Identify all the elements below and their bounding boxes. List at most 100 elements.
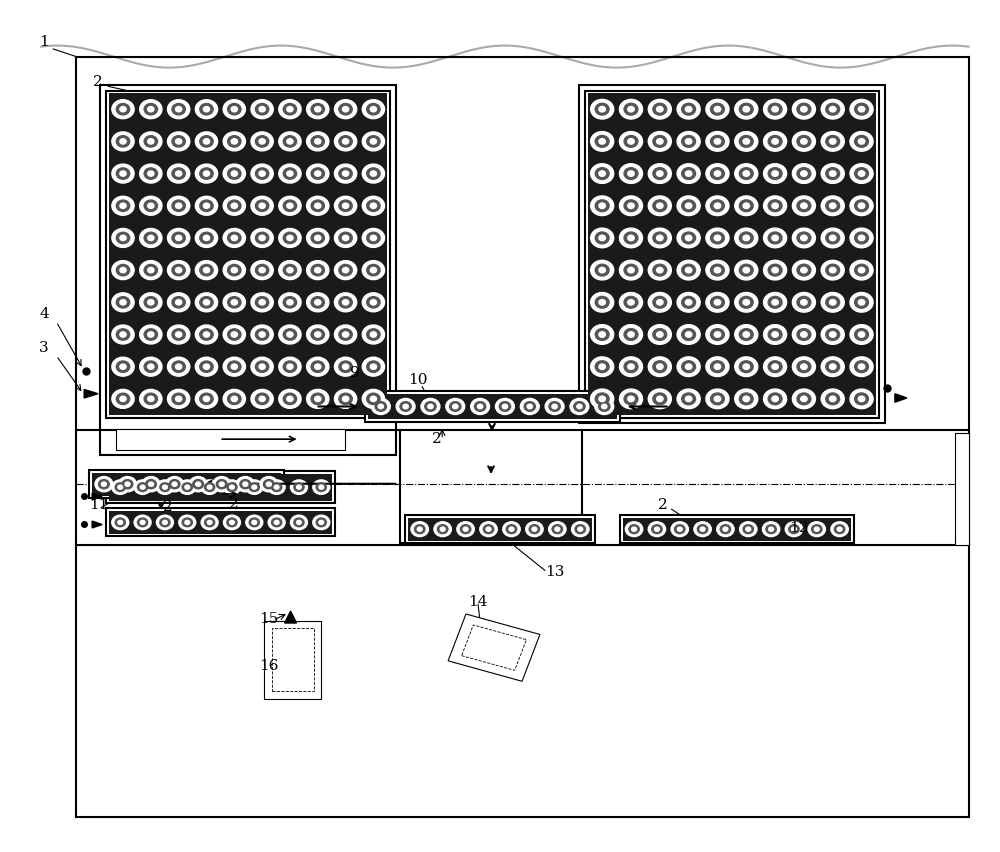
Circle shape [826,200,840,211]
Circle shape [163,485,167,489]
Circle shape [829,203,836,209]
Circle shape [315,396,321,401]
Circle shape [172,103,185,115]
Circle shape [743,203,749,209]
Circle shape [120,139,126,144]
Circle shape [311,296,324,308]
Circle shape [792,164,815,183]
Circle shape [619,292,643,312]
Circle shape [768,135,782,147]
Circle shape [595,296,609,308]
Circle shape [577,404,582,409]
Circle shape [591,228,614,248]
Circle shape [231,106,237,112]
Circle shape [134,515,151,530]
Circle shape [259,203,265,209]
Circle shape [714,203,721,209]
Circle shape [259,268,265,273]
Circle shape [251,325,273,344]
Bar [106,509,335,537]
Circle shape [116,264,130,276]
Circle shape [855,360,868,372]
Circle shape [735,389,758,409]
Circle shape [772,268,778,273]
Circle shape [766,525,776,533]
Circle shape [370,203,377,209]
Circle shape [311,233,324,244]
Circle shape [648,164,671,183]
Circle shape [706,261,729,280]
Circle shape [99,480,109,489]
Circle shape [287,139,293,144]
Circle shape [195,228,218,247]
Circle shape [400,401,411,412]
Circle shape [283,264,297,276]
Circle shape [628,106,634,112]
Circle shape [717,521,734,537]
Circle shape [801,331,807,337]
Circle shape [850,164,873,183]
Circle shape [231,396,237,401]
Circle shape [653,168,667,180]
Circle shape [370,171,377,176]
Circle shape [855,168,868,180]
Circle shape [279,100,301,118]
Circle shape [711,103,724,115]
Circle shape [685,170,692,176]
Circle shape [287,300,293,305]
Circle shape [228,233,241,244]
Circle shape [648,228,671,248]
Circle shape [120,364,126,369]
Circle shape [735,196,758,216]
Circle shape [657,139,663,144]
Circle shape [195,389,218,408]
Circle shape [735,164,758,183]
Circle shape [677,131,700,151]
Circle shape [653,393,667,405]
Circle shape [682,329,696,341]
Circle shape [814,527,819,532]
Circle shape [279,389,301,408]
Circle shape [255,103,269,115]
Circle shape [149,482,154,486]
Circle shape [801,364,807,370]
Circle shape [334,228,357,247]
Circle shape [855,264,868,276]
Circle shape [272,518,282,527]
Circle shape [362,293,385,312]
Bar [448,614,540,682]
Circle shape [648,196,671,216]
Circle shape [255,296,269,308]
Circle shape [259,300,265,305]
Circle shape [370,364,377,369]
Text: 10: 10 [408,372,428,387]
Circle shape [205,483,215,492]
Circle shape [714,170,721,176]
Polygon shape [92,493,102,500]
Circle shape [414,525,425,533]
Bar [109,474,332,501]
Circle shape [207,521,212,525]
Circle shape [706,228,729,248]
Polygon shape [84,389,98,398]
Circle shape [231,139,237,144]
Bar [744,366,844,413]
Circle shape [279,357,301,377]
Circle shape [821,196,844,216]
Circle shape [334,325,357,344]
Circle shape [144,264,158,276]
Circle shape [549,521,566,537]
Circle shape [855,200,868,211]
Circle shape [739,393,753,405]
Circle shape [370,235,377,240]
Circle shape [231,364,237,369]
Circle shape [279,164,301,183]
Circle shape [855,329,868,341]
Circle shape [850,100,873,119]
Circle shape [657,106,663,112]
Circle shape [706,325,729,344]
Circle shape [685,139,692,144]
Circle shape [483,525,494,533]
Circle shape [140,293,162,312]
Circle shape [200,103,213,115]
